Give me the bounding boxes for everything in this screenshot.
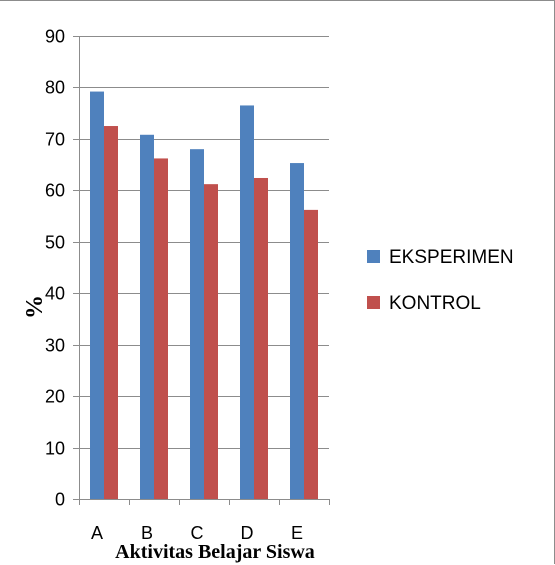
legend-swatch-eksperimen — [367, 250, 380, 263]
bar-eksperimen-a — [90, 91, 104, 499]
x-tick-label: B — [141, 523, 153, 543]
y-tick-label: 40 — [45, 284, 65, 304]
x-tick-label: D — [241, 523, 254, 543]
bar-kontrol-b — [154, 158, 168, 499]
y-tick-label: 10 — [45, 439, 65, 459]
x-axis-label: Aktivitas Belajar Siswa — [115, 541, 315, 563]
legend-label-kontrol: KONTROL — [389, 293, 481, 314]
bars — [90, 91, 318, 500]
y-tick-label: 30 — [45, 336, 65, 356]
legend-label-eksperimen: EKSPERIMEN — [389, 247, 514, 268]
y-tick-label: 20 — [45, 387, 65, 407]
y-tick-label: 70 — [45, 130, 65, 150]
y-tick-label: 80 — [45, 78, 65, 98]
bar-eksperimen-d — [240, 105, 254, 499]
bar-eksperimen-b — [140, 134, 154, 500]
bar-kontrol-e — [304, 209, 318, 500]
x-tick-labels: A B C D E — [91, 523, 303, 543]
y-tick-label: 0 — [55, 490, 65, 510]
x-tick-label: A — [91, 523, 103, 543]
legend: EKSPERIMEN KONTROL — [367, 247, 514, 314]
bar-kontrol-d — [254, 177, 268, 499]
y-tick-label: 90 — [45, 27, 65, 47]
bar-kontrol-a — [104, 126, 118, 500]
bar-eksperimen-e — [290, 163, 304, 499]
bar-kontrol-c — [204, 184, 218, 499]
bar-eksperimen-c — [190, 149, 204, 499]
x-tick-label: E — [291, 523, 303, 543]
axes — [73, 36, 330, 505]
y-tick-labels: 0 10 20 30 40 50 60 70 80 90 — [45, 27, 65, 510]
legend-swatch-kontrol — [367, 296, 380, 309]
y-tick-label: 50 — [45, 233, 65, 253]
x-tick-label: C — [191, 523, 204, 543]
y-axis-label: % — [22, 295, 48, 319]
y-tick-label: 60 — [45, 181, 65, 201]
